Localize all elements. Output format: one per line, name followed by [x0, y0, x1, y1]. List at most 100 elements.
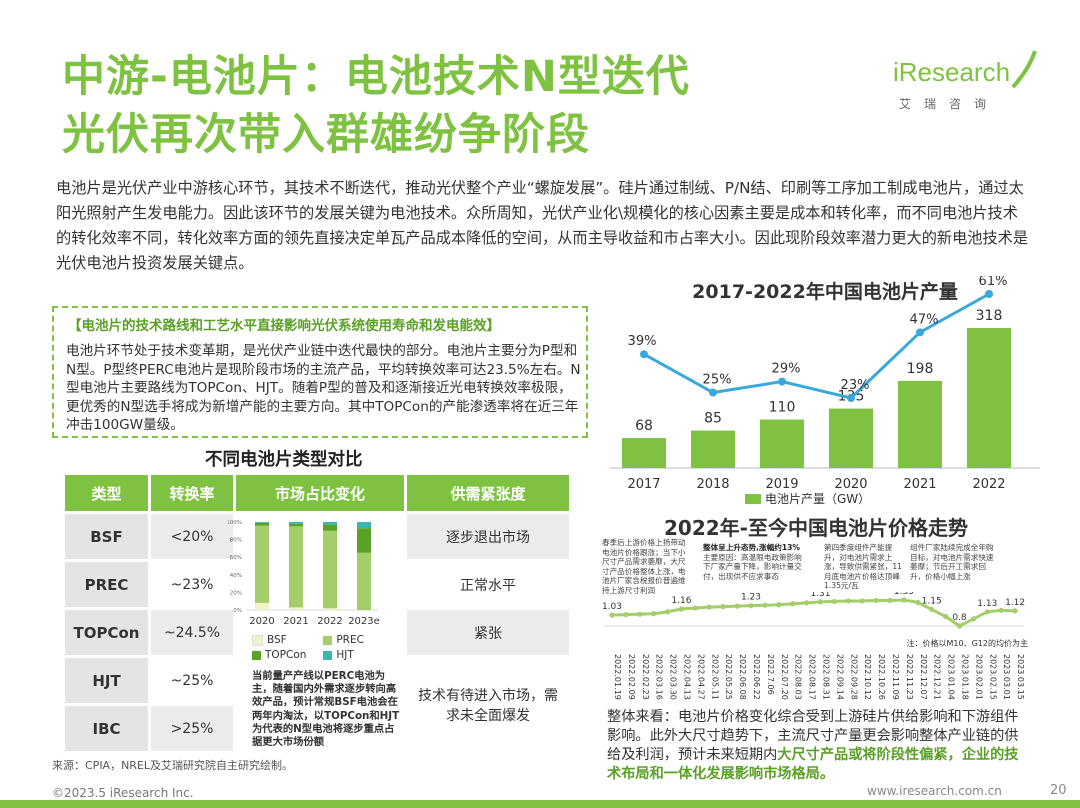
growth-point — [778, 377, 786, 386]
mini-bar-segment — [289, 522, 303, 524]
growth-line — [643, 292, 990, 400]
market-share-stacked-chart: 0% 20% 40% 60% 80% 100% 2020 2021 2022 2023e — [228, 520, 380, 627]
growth-point — [985, 290, 993, 298]
row-type: BSF — [65, 514, 148, 559]
hjt-swatch — [323, 650, 333, 660]
price-x-tick: 2022.12.07 — [919, 654, 928, 700]
price-point — [845, 598, 851, 604]
price-point — [678, 606, 685, 612]
mini-bar-segment — [323, 608, 337, 610]
price-x-tick: 2022.11.23 — [905, 654, 914, 700]
production-chart-title: 2017-2022年中国电池片产量 — [692, 280, 958, 303]
bsf-swatch — [252, 634, 263, 646]
production-bar-label: 318 — [976, 308, 1003, 324]
source-note: 来源：CPIA，NREL及艾瑞研究院自主研究绘制。 — [52, 759, 294, 772]
price-point — [748, 603, 754, 609]
market-note: 当前量产产线以PERC电池为主，随着国内外需求逐步转向高效产品，预计常规BSF电… — [252, 670, 400, 749]
production-x-tick: 2018 — [696, 477, 729, 492]
price-x-tick: 2022.05.11 — [710, 654, 719, 700]
row-rate: >25% — [151, 706, 233, 751]
mini-bar-segment — [323, 522, 337, 525]
row-rate: ~24.5% — [151, 610, 233, 655]
annotation-1: 春季后上游价格上扬带动电池片价格跟涨；当下小尺寸产品需求萎靡，大尺寸产品价格整体… — [602, 538, 686, 595]
price-label: 1.03 — [602, 602, 622, 612]
production-chart: 2017-2022年中国电池片产量68201785201811020191352… — [610, 276, 1040, 506]
price-x-tick: 2022.10.12 — [863, 654, 872, 700]
price-x-tick: 2022.12.21 — [933, 654, 942, 700]
legend-bsf-label: BSF — [267, 634, 287, 646]
price-point — [804, 600, 810, 606]
header-rate: 转换率 — [151, 475, 233, 511]
legend-topcon: TOPCon — [252, 649, 320, 661]
mini-x-tick: 2020 — [249, 616, 274, 627]
price-x-tick: 2022.05.25 — [724, 654, 733, 700]
price-point — [720, 604, 726, 610]
title-line-1: 中游-电池片：电池技术N型迭代 — [62, 52, 690, 102]
row-type: TOPCon — [65, 610, 148, 655]
price-x-tick: 2022.06.08 — [738, 654, 747, 700]
mini-bar-segment — [323, 524, 337, 531]
price-x-tick: 2022.07.20 — [780, 654, 789, 700]
price-x-tick: 2023.03.01 — [1002, 654, 1011, 700]
growth-point — [847, 394, 855, 402]
price-point — [651, 611, 657, 617]
price-x-tick: 2022.09.14 — [835, 654, 844, 700]
price-point — [817, 599, 824, 605]
price-label: 1.13 — [977, 599, 997, 609]
mini-bar-segment — [289, 607, 303, 610]
mini-bar-segment — [255, 522, 269, 523]
price-point — [998, 607, 1004, 613]
row-type: HJT — [65, 658, 148, 703]
growth-point — [916, 328, 924, 337]
growth-label: 29% — [772, 362, 801, 377]
annotation-3: 第四季度组件产能提升，对电池片需求上涨，导致供需紧张，11月底电池片价格达顶峰1… — [824, 543, 903, 590]
price-x-tick: 2022.08.17 — [808, 654, 817, 700]
mini-bar-segment — [357, 528, 371, 553]
price-point — [984, 609, 990, 615]
annotation-2: 整体呈上升态势,涨幅约13% 主要原因：高温限电政策影响下厂家产量下降，影响计量… — [703, 543, 807, 581]
comparison-table: 类型 转换率 市场占比变化 供需紧张度 BSF <20% 逐步退出市场 PREC… — [62, 472, 572, 754]
summary-paragraph: 整体来看：电池片价格变化综合受到上游硅片供给影响和下游组件影响。此外大尺寸趋势下… — [607, 708, 1027, 784]
mini-bar-segment — [289, 526, 303, 608]
production-bar-label: 85 — [704, 411, 722, 427]
price-x-tick: 2022.04.27 — [696, 654, 705, 700]
row-rate: ~23% — [151, 562, 233, 607]
growth-label: 47% — [910, 312, 939, 327]
price-point — [859, 598, 865, 604]
mini-y-tick: 100% — [228, 520, 242, 526]
production-x-tick: 2020 — [834, 477, 867, 492]
price-chart: 1.03 1.16 1.23 1.31 1.35 1.15 0.8 1.13 1.12 注：价格以… — [602, 592, 1028, 700]
table-row: BSF <20% 逐步退出市场 — [65, 514, 569, 751]
price-point — [956, 623, 963, 629]
key-point-body: 电池片环节处于技术变革期，是光伏产业链中迭代最快的部分。电池片主要分为P型和N型… — [66, 343, 581, 433]
annotation-2-title: 整体呈上升态势,涨幅约13% — [703, 543, 800, 552]
prec-swatch — [323, 635, 333, 645]
footer-url: www.iresearch.com.cn — [867, 784, 1002, 798]
growth-label: 61% — [979, 276, 1008, 289]
price-x-tick: 2022.03.30 — [669, 654, 678, 700]
table-row: TOPCon ~24.5% 紧张 — [65, 610, 569, 655]
row-rate: <20% — [151, 514, 233, 559]
row-supply: 逐步退出市场 — [407, 514, 569, 559]
price-x-tick: 2022.11.09 — [891, 654, 900, 700]
price-unit-note: 注：价格以M10、G12的均价为主 — [907, 638, 1028, 648]
logo-sub-text: 艾瑞咨询 — [899, 97, 1000, 111]
row-type: IBC — [65, 706, 148, 751]
production-x-tick: 2022 — [972, 477, 1005, 492]
price-point — [776, 602, 782, 608]
mini-bar-segment — [255, 525, 269, 603]
price-point — [970, 616, 976, 622]
mini-bar-segment — [357, 552, 371, 610]
mini-x-tick: 2023e — [348, 616, 380, 627]
price-x-tick: 2022.03.16 — [655, 654, 664, 700]
legend-prec: PREC — [323, 634, 364, 646]
price-x-tick: 2022.02.23 — [641, 654, 650, 700]
mini-y-tick: 80% — [230, 538, 242, 544]
production-bar — [829, 408, 873, 468]
mini-bar-segment — [255, 522, 269, 526]
price-label: 1.12 — [1005, 598, 1025, 608]
price-x-tick: 2022.04.13 — [683, 654, 692, 700]
topcon-swatch — [252, 650, 261, 660]
production-bar — [691, 430, 735, 468]
mini-bar-segment — [357, 522, 371, 529]
